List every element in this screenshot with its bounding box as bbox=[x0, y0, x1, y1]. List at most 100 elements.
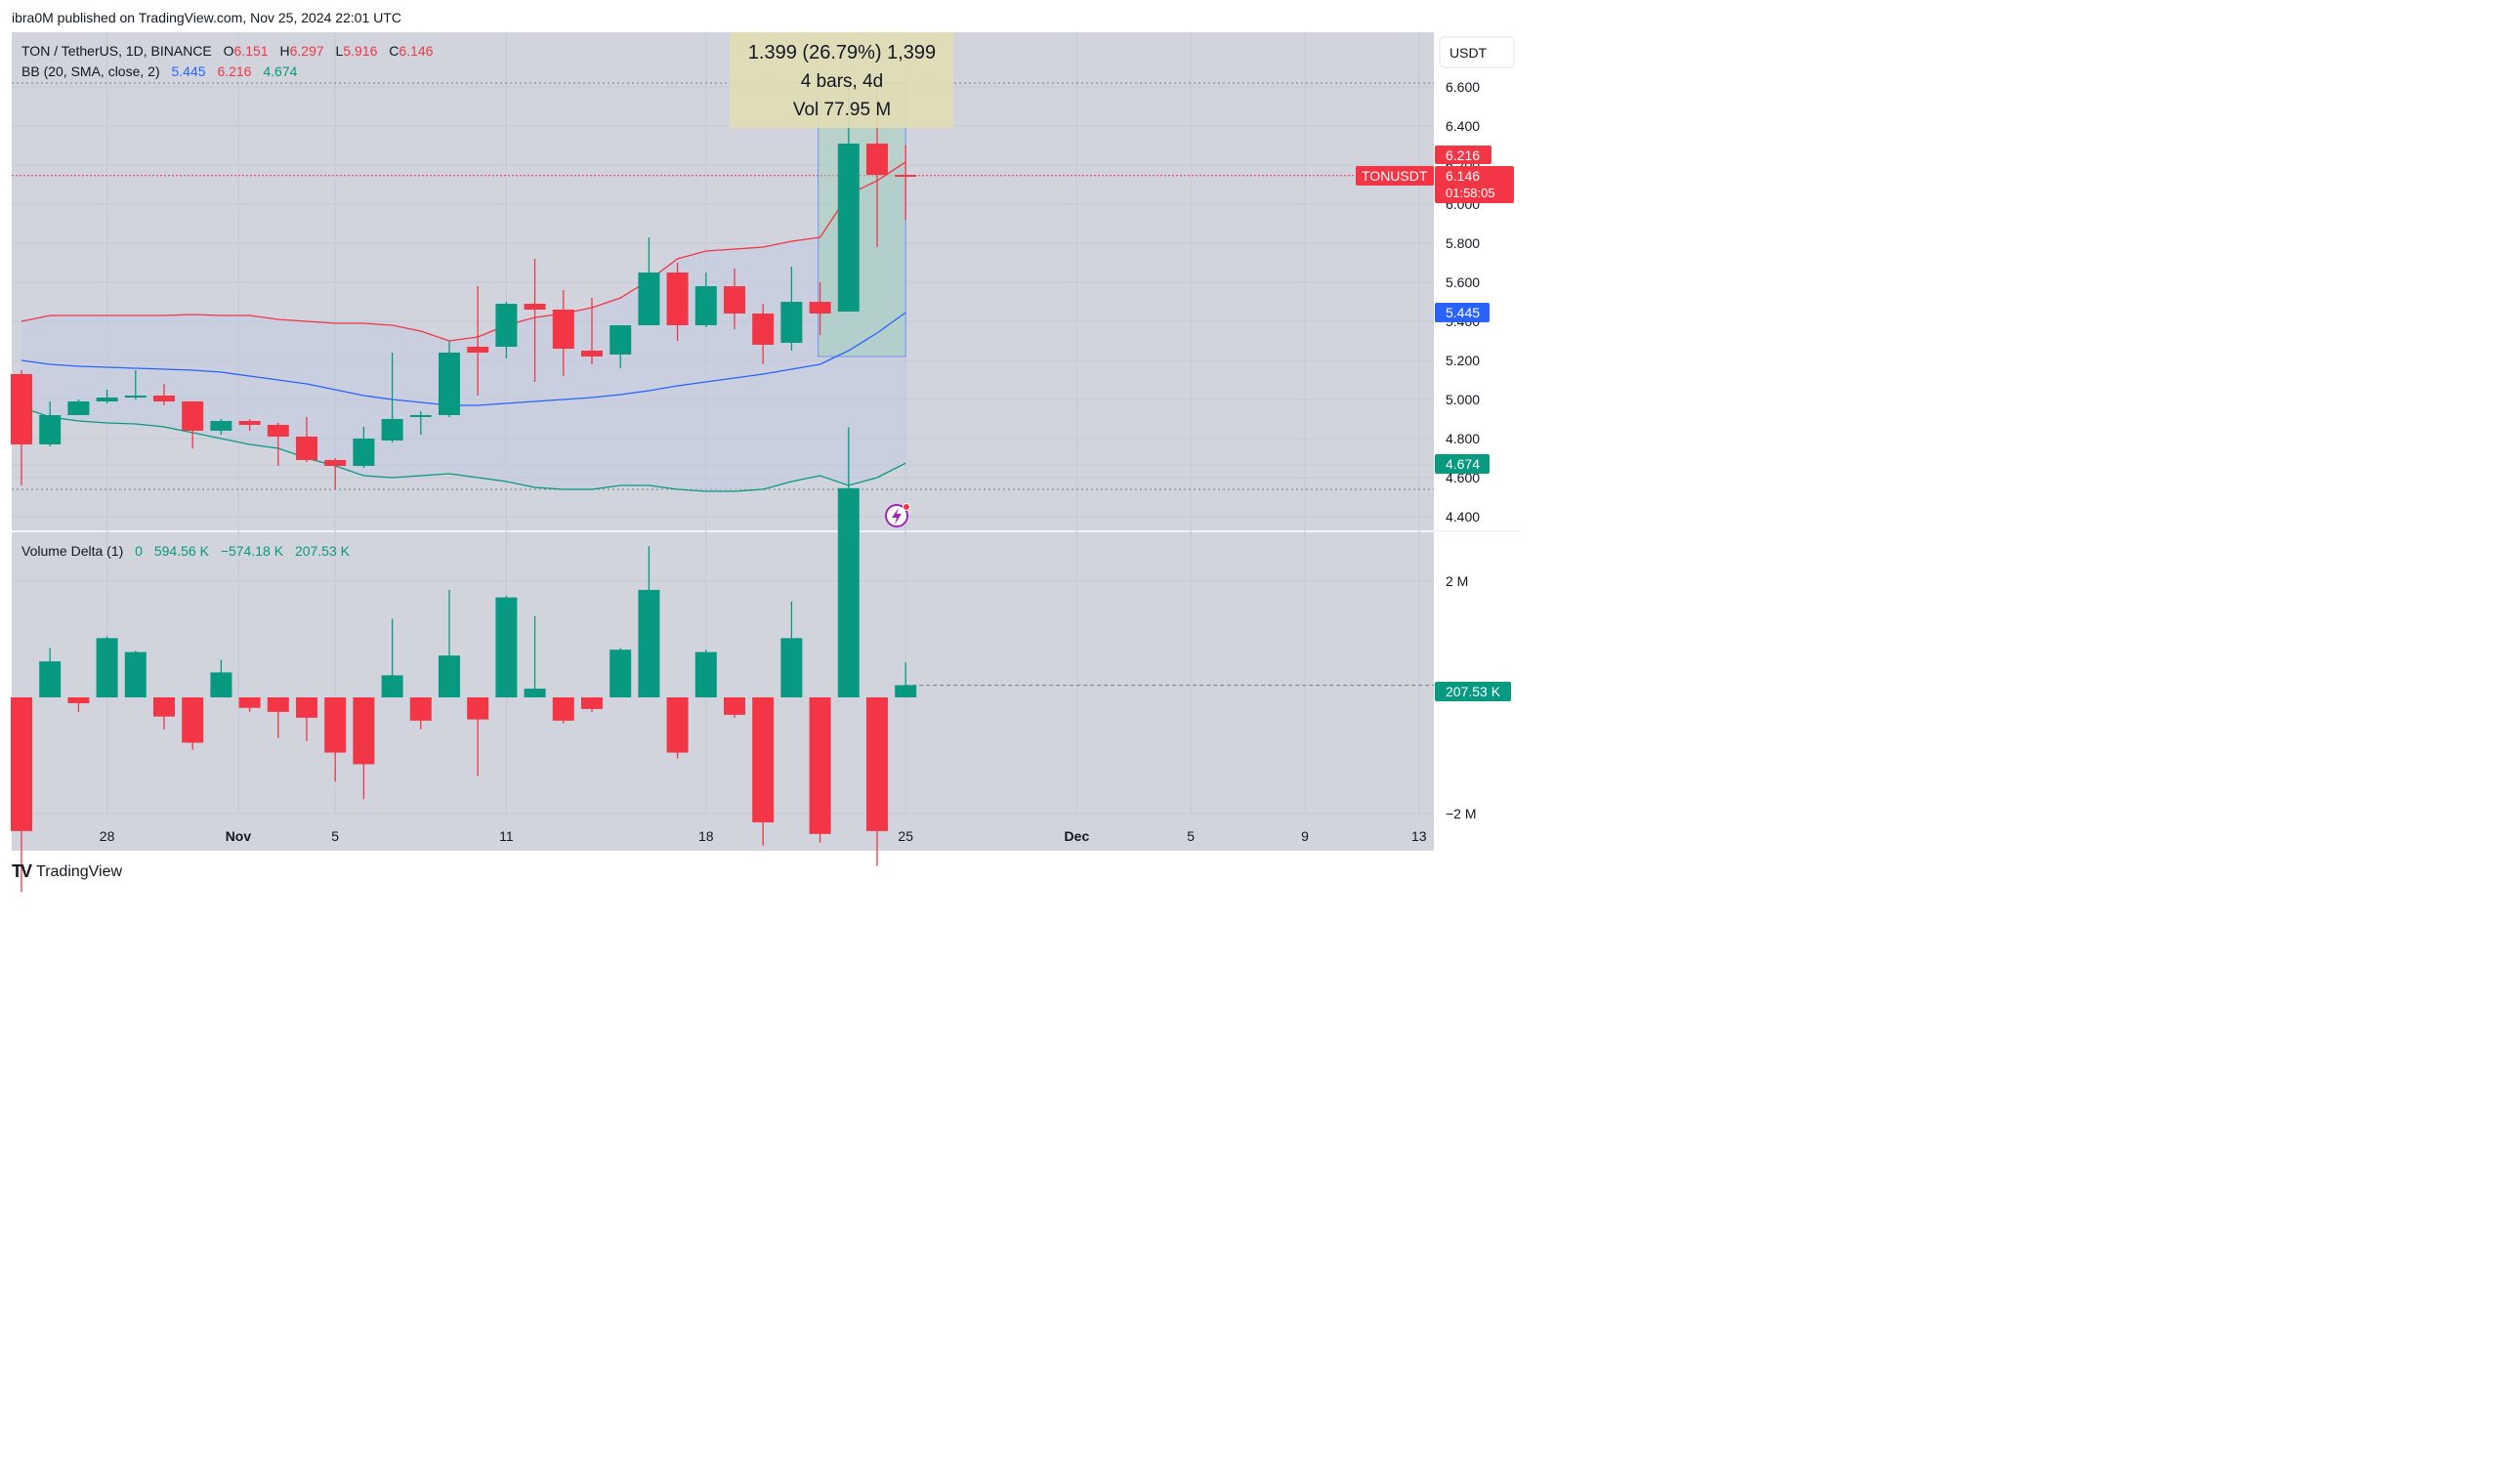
bb-upper-line bbox=[21, 161, 906, 342]
candle-body bbox=[809, 302, 831, 314]
bb-legend[interactable]: BB (20, SMA, close, 2) 5.445 6.216 4.674 bbox=[21, 63, 298, 79]
candle-body bbox=[638, 273, 660, 325]
bollinger-band-fill bbox=[21, 161, 906, 492]
candle bbox=[467, 286, 489, 396]
volume-delta-bar bbox=[11, 697, 32, 893]
candle-body bbox=[439, 353, 460, 415]
candle-body bbox=[524, 304, 546, 310]
currency-button[interactable]: USDT bbox=[1439, 36, 1515, 68]
candle-body bbox=[11, 374, 32, 444]
vd-body bbox=[296, 697, 317, 718]
candle bbox=[324, 458, 347, 489]
time-tick-label: 11 bbox=[499, 828, 514, 844]
symbol-badge-label: TONUSDT bbox=[1362, 168, 1428, 184]
candle-body bbox=[182, 401, 204, 431]
tradingview-footer[interactable]: TV TradingView bbox=[12, 861, 122, 882]
close-value: 6.146 bbox=[399, 43, 433, 59]
vd-body bbox=[495, 597, 518, 697]
candle bbox=[609, 325, 632, 368]
candle bbox=[267, 423, 289, 466]
candle-body bbox=[124, 396, 147, 398]
candle-body bbox=[694, 286, 717, 325]
volume-delta-bar bbox=[866, 697, 888, 866]
bb-basis-badge bbox=[1435, 303, 1490, 322]
lightning-alert-icon[interactable] bbox=[885, 503, 910, 527]
candle bbox=[638, 237, 660, 325]
candle-body bbox=[552, 310, 574, 349]
time-tick-label: 13 bbox=[1411, 828, 1427, 844]
range-volume-text: Vol 77.95 M bbox=[793, 100, 891, 120]
bb-basis-value: 5.445 bbox=[172, 63, 206, 79]
vd-body bbox=[39, 661, 62, 697]
vd-body bbox=[439, 655, 460, 697]
tradingview-chart[interactable]: 6.6006.4006.2006.0005.8005.6005.4005.200… bbox=[0, 0, 1532, 893]
candle-body bbox=[752, 314, 775, 345]
symbol-legend[interactable]: TON / TetherUS, 1D, BINANCE O6.151 H6.29… bbox=[21, 43, 434, 59]
bb-basis-badge-label: 5.445 bbox=[1446, 305, 1480, 320]
volume-delta-bar bbox=[495, 595, 518, 697]
vd-body bbox=[353, 697, 375, 765]
time-tick-label: 25 bbox=[898, 828, 913, 844]
volume-delta-bar bbox=[439, 589, 460, 697]
vd-body bbox=[409, 697, 432, 721]
candle bbox=[495, 302, 518, 358]
vd-body bbox=[153, 697, 175, 717]
volume-delta-bar bbox=[67, 697, 90, 712]
candle bbox=[67, 399, 90, 415]
candle-body bbox=[210, 421, 232, 431]
price-badges: 6.216 TONUSDT 6.146 01:58:05 5.445 4.674… bbox=[1356, 146, 1514, 701]
bb-basis-line bbox=[21, 312, 906, 406]
candle bbox=[238, 419, 261, 431]
candle bbox=[96, 390, 118, 403]
volume-delta-bar bbox=[409, 697, 432, 730]
tradingview-logo-icon: TV bbox=[12, 861, 32, 881]
vd-body bbox=[837, 487, 860, 697]
last-price-badge-label: 6.146 bbox=[1446, 168, 1480, 184]
price-tick-label: 6.400 bbox=[1446, 118, 1480, 134]
range-measure-label[interactable]: 1.399 (26.79%) 1,399 4 bars, 4d Vol 77.9… bbox=[730, 32, 953, 128]
volume-delta-legend[interactable]: Volume Delta (1) 0 594.56 K −574.18 K 20… bbox=[21, 543, 351, 559]
vd-body bbox=[724, 697, 745, 715]
symbol-name: TON / TetherUS, 1D, BINANCE bbox=[21, 43, 212, 59]
candle bbox=[210, 419, 232, 435]
price-tick-label: 6.600 bbox=[1446, 79, 1480, 95]
candle bbox=[780, 267, 803, 351]
volume-delta-bar bbox=[524, 615, 546, 697]
volume-delta-bar bbox=[381, 618, 403, 697]
bb-legend-name: BB (20, SMA, close, 2) bbox=[21, 63, 160, 79]
bb-band-area bbox=[21, 161, 906, 492]
candle-body bbox=[609, 325, 632, 355]
volume-delta-bar bbox=[296, 697, 317, 741]
candle bbox=[724, 269, 745, 329]
vd-body bbox=[182, 697, 204, 743]
candle-body bbox=[866, 144, 888, 175]
candle bbox=[666, 263, 689, 341]
bar-countdown: 01:58:05 bbox=[1446, 186, 1495, 200]
candle bbox=[353, 427, 375, 468]
candle-body bbox=[39, 415, 62, 444]
volume-delta-bar bbox=[694, 650, 717, 697]
high-label: H bbox=[279, 43, 289, 59]
vd-body bbox=[381, 675, 403, 697]
vd-value-1: 0 bbox=[135, 543, 143, 559]
time-tick-label: Dec bbox=[1065, 828, 1090, 844]
vd-body bbox=[752, 697, 775, 822]
vd-body bbox=[324, 697, 347, 753]
symbol-badge bbox=[1356, 166, 1434, 186]
candle-body bbox=[837, 144, 860, 312]
candle bbox=[581, 298, 603, 364]
vd-body bbox=[267, 697, 289, 712]
vd-body bbox=[67, 697, 90, 703]
vd-last-badge-label: 207.53 K bbox=[1446, 684, 1501, 699]
candle-body bbox=[153, 396, 175, 401]
candle bbox=[694, 273, 717, 327]
candle-body bbox=[96, 398, 118, 401]
vd-body bbox=[552, 697, 574, 721]
vd-last-badge bbox=[1435, 682, 1511, 701]
vd-value-3: −574.18 K bbox=[221, 543, 284, 559]
candle bbox=[524, 259, 546, 382]
vd-tick-label: 2 M bbox=[1446, 573, 1468, 589]
vd-body bbox=[809, 697, 831, 834]
time-tick-label: 28 bbox=[100, 828, 115, 844]
price-tick-label: 4.800 bbox=[1446, 431, 1480, 446]
